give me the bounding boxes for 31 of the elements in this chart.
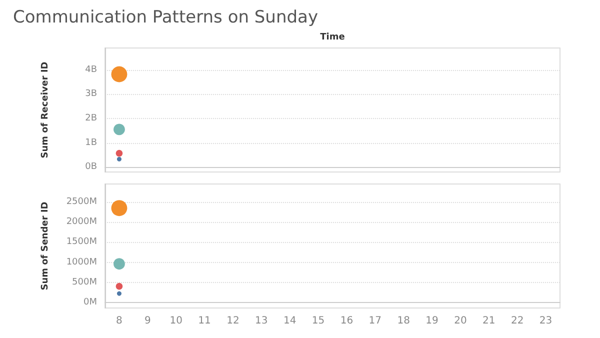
y-axis-title: Sum of Receiver ID [40,62,50,158]
x-tick-label: 9 [144,316,151,326]
x-tick-label: 21 [482,316,496,326]
y-tick-label: 0M [84,297,97,308]
x-tick-label: 20 [454,316,467,326]
x-tick-label: 14 [283,316,296,326]
x-tick-label: 11 [198,316,211,326]
x-tick-label: 18 [397,316,410,326]
x-tick-label: 8 [116,316,122,326]
x-tick-label: 17 [368,316,382,326]
y-tick-label: 2000M [66,217,97,228]
x-axis-title: Time [320,32,345,42]
x-tick-label: 15 [312,316,325,326]
y-tick-label: 2B [85,114,97,124]
y-tick-label: 1000M [66,257,97,268]
x-tick-label: 12 [226,316,240,326]
y-tick-label: 1500M [66,237,97,248]
x-tick-label: 10 [170,316,182,326]
y-tick-label: 3B [85,89,97,100]
x-tick-label: 13 [255,316,268,326]
y-tick-label: 0B [85,162,97,172]
x-tick-label: 23 [539,316,552,326]
x-tick-label: 16 [340,316,354,326]
y-tick-label: 4B [85,64,97,75]
x-tick-label: 22 [510,316,524,326]
y-axis-title: Sum of Sender ID [40,202,50,290]
y-tick-label: 500M [72,277,97,288]
y-tick-label: 1B [85,138,97,148]
y-tick-label: 2500M [66,197,97,208]
x-tick-label: 19 [426,316,438,326]
chart-title: Communication Patterns on Sunday [13,8,318,28]
